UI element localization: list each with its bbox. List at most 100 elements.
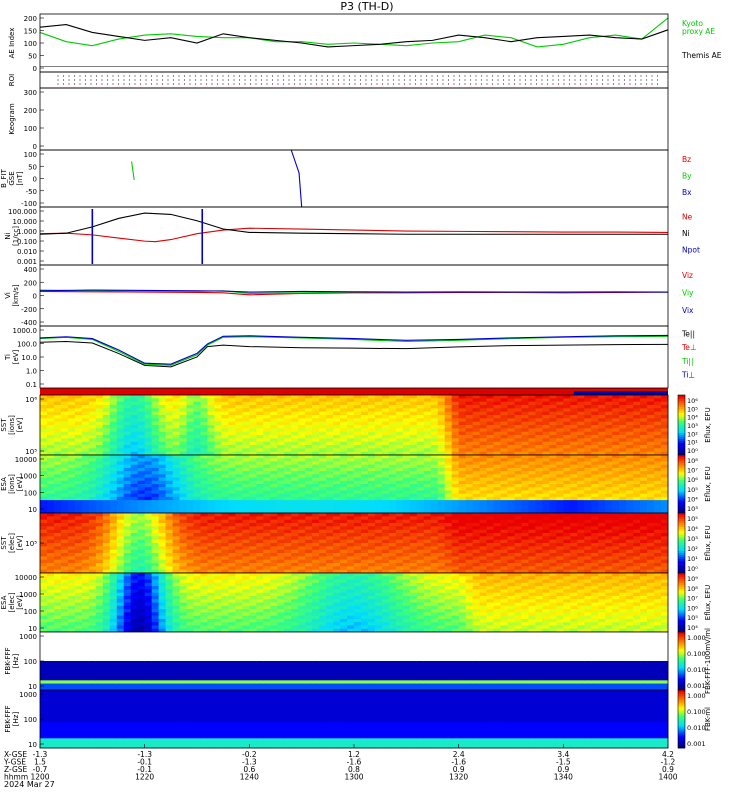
spectrogram-cell [60,493,69,498]
spectrogram-cell [326,438,334,443]
spectrogram-cell [214,480,222,485]
spectrogram-cell [409,559,418,564]
spectrogram-cell [95,401,104,406]
spectrogram-cell [256,519,264,524]
colorbar-cell [678,407,685,410]
spectrogram-cell [465,435,474,439]
spectrogram-cell [402,526,411,531]
spectrogram-cell [228,474,236,478]
spectrogram-cell [179,451,187,456]
spectrogram-cell [381,556,390,561]
roi-dot [282,83,285,85]
spectrogram-cell [437,559,446,564]
spectrogram-cell [423,405,432,409]
spectrogram-cell [228,503,236,507]
spectrogram-cell [193,539,201,544]
spectrogram-cell [235,480,243,485]
spectrogram-cell [228,425,236,429]
spectrogram-cell [472,438,480,443]
spectrogram-cell [395,523,404,527]
spectrogram-cell [458,566,467,571]
spectrogram-cell [186,543,194,547]
spectrogram-cell [444,487,453,491]
roi-dot [590,79,593,81]
spectrogram-cell [507,506,515,511]
spectrogram-cell [430,529,439,534]
spectrogram-cell [465,477,474,482]
spectrogram-cell [360,566,369,571]
roi-dot [447,75,450,77]
colorbar-cell [678,484,685,487]
roi-dot [79,79,81,81]
spectrogram-cell [654,445,662,449]
spectrogram-cell [60,408,69,413]
spectrogram-cell [172,461,180,466]
roi-dot [73,79,76,81]
spectrogram-cell [633,421,641,426]
spectrogram-cell [102,441,111,446]
spectrogram-cell [130,464,139,469]
spectrogram-cell [46,513,55,517]
spectrogram-cell [46,395,55,399]
spectrogram-cell [305,415,313,419]
spectrogram-cell [130,415,139,419]
spectrogram-cell [298,519,306,524]
spectrogram-cell [228,445,236,449]
spectrogram-cell [326,543,334,547]
spectrogram-cell [235,519,243,524]
spectrogram-cell [647,405,655,409]
spectrogram-cell [661,474,669,478]
spectrogram-cell [40,431,48,436]
spectrogram-cell [409,519,418,524]
spectrogram-cell [395,480,404,485]
spectrogram-cell [144,428,153,433]
spectrogram-cell [549,484,557,488]
spectrogram-cell [151,428,160,433]
spectrogram-cell [402,438,411,443]
spectrogram-cell [144,401,153,406]
spectrogram-cell [500,421,508,426]
roi-dot [634,75,637,77]
spectrogram-cell [130,559,139,564]
spectrogram-cell [472,553,480,557]
spectrogram-cell [647,401,655,406]
spectrogram-cell [256,395,264,399]
spectrogram-cell [277,519,285,524]
spectrogram-cell [661,411,669,416]
spectrogram-cell [249,441,257,446]
spectrogram-cell [360,415,369,419]
spectrogram-cell [556,408,564,413]
spectrogram-cell [144,461,153,466]
roi-dot [519,79,521,81]
spectrogram-cell [151,496,160,501]
spectrogram-cell [130,490,139,495]
spectrogram-cell [347,451,355,456]
spectrogram-cell [374,529,383,534]
spectrogram-cell [53,477,62,482]
spectrogram-cell [291,408,299,413]
spectrogram-cell [179,411,187,416]
spectrogram-cell [367,461,376,466]
spectrogram-cell [612,438,620,443]
roi-dot [310,75,312,77]
spectrogram-cell [409,566,418,571]
spectrogram-cell [40,445,48,449]
spectrogram-cell [340,519,348,524]
spectrogram-cell [528,441,536,446]
spectrogram-cell [409,536,418,541]
spectrogram-cell [458,448,467,453]
spectrogram-cell [165,398,173,403]
spectrogram-cell [88,484,97,488]
roi-dot [194,83,197,85]
spectrogram-cell [298,408,306,413]
spectrogram-cell [528,408,536,413]
spectrogram-cell [207,553,215,557]
spectrogram-cell [626,435,634,439]
spectrogram-cell [179,559,187,564]
spectrogram-cell [584,425,592,429]
roi-dot [354,79,356,81]
spectrogram-cell [151,401,160,406]
spectrogram-cell [305,503,313,507]
spectrogram-cell [423,513,432,517]
spectrogram-cell [409,405,418,409]
